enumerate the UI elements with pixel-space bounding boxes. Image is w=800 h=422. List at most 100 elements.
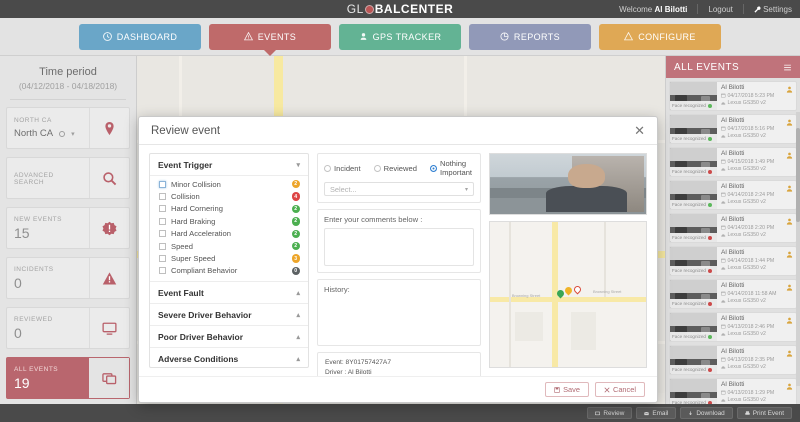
radio-button[interactable]	[429, 164, 437, 172]
logout-link[interactable]: Logout	[708, 4, 733, 14]
radio-option[interactable]: Reviewed	[373, 164, 417, 173]
warning-triangle-icon[interactable]	[89, 258, 129, 298]
accordion-header[interactable]: Severe Driver Behavior ▴	[150, 303, 308, 325]
sidebar-card-region[interactable]: NORTH CA North CA ▾	[6, 107, 130, 149]
trigger-checkbox[interactable]	[159, 180, 166, 188]
trigger-checkbox[interactable]	[159, 242, 166, 250]
event-list-item[interactable]: Face recognized Al Bilotti 04/13/2018 2:…	[669, 312, 797, 342]
bottom-button-download[interactable]: Download	[680, 407, 733, 419]
bottom-button-label: Email	[652, 409, 669, 417]
person-icon[interactable]	[786, 183, 793, 192]
radio-button[interactable]	[324, 164, 331, 172]
bottom-button-print-event[interactable]: Print Event	[736, 407, 792, 419]
event-list-item[interactable]: Face recognized Al Bilotti 04/14/2018 1:…	[669, 246, 797, 276]
map-marker-mid[interactable]	[563, 285, 574, 296]
accordion-header[interactable]: Adverse Conditions ▴	[150, 347, 308, 367]
scrollbar-thumb[interactable]	[796, 128, 800, 222]
trigger-checkbox[interactable]	[159, 217, 166, 225]
nav-tab-events[interactable]: EVENTS	[209, 23, 331, 56]
person-icon[interactable]	[786, 348, 793, 357]
trigger-row[interactable]: Collision 4	[150, 190, 308, 202]
map-marker-event[interactable]	[572, 284, 583, 295]
person-icon[interactable]	[786, 117, 793, 126]
trigger-count-badge: 2	[291, 204, 300, 214]
monitor-icon[interactable]	[89, 308, 129, 348]
cancel-button[interactable]: Cancel	[594, 382, 645, 397]
trigger-row[interactable]: Super Speed 3	[150, 252, 308, 264]
trigger-row[interactable]: Compliant Behavior 0	[150, 265, 308, 277]
radio-option[interactable]: Nothing Important	[429, 159, 473, 177]
event-video-thumbnail[interactable]	[489, 153, 647, 215]
trigger-row[interactable]: Minor Collision 2	[150, 178, 308, 190]
person-icon[interactable]	[786, 249, 793, 258]
sidebar-card-new-events[interactable]: NEW EVENTS 15	[6, 207, 130, 249]
trigger-checkbox[interactable]	[159, 193, 166, 201]
event-list-item[interactable]: Face recognized Al Bilotti 04/13/2018 2:…	[669, 345, 797, 375]
person-icon[interactable]	[786, 150, 793, 159]
nav-tab-reports[interactable]: REPORTS	[469, 23, 591, 50]
trigger-checkbox[interactable]	[159, 205, 166, 213]
gear-icon[interactable]	[58, 130, 66, 138]
bottom-button-review[interactable]: Review	[587, 407, 633, 419]
person-icon[interactable]	[786, 315, 793, 324]
classification-select[interactable]: Select... ▾	[324, 182, 474, 196]
event-map-thumbnail[interactable]: Browning Street Browning Street	[489, 221, 647, 368]
region-value: North CA	[14, 128, 54, 139]
event-vehicle: Lexus GS350 v2	[721, 364, 793, 370]
modal-right-column: Incident Reviewed Nothing Important Sele…	[317, 153, 481, 376]
trigger-row[interactable]: Hard Acceleration 2	[150, 228, 308, 240]
trigger-row[interactable]: Speed 2	[150, 240, 308, 252]
save-icon	[554, 386, 560, 393]
save-button[interactable]: Save	[545, 382, 589, 397]
radio-option[interactable]: Incident	[324, 164, 361, 173]
person-icon[interactable]	[786, 381, 793, 390]
accordion-header[interactable]: Poor Driver Behavior ▴	[150, 325, 308, 347]
time-period-range[interactable]: (04/12/2018 - 04/18/2018)	[18, 81, 118, 91]
events-list[interactable]: Face recognized Al Bilotti 04/17/2018 5:…	[666, 78, 800, 404]
close-icon[interactable]: ✕	[634, 123, 645, 138]
page-scrollbar[interactable]	[796, 112, 800, 386]
accordion-header[interactable]: Event Fault ▴	[150, 281, 308, 303]
search-icon[interactable]	[89, 158, 129, 198]
trigger-label: Super Speed	[171, 254, 216, 264]
trigger-row[interactable]: Hard Cornering 2	[150, 203, 308, 215]
nav-tab-configure[interactable]: CONFIGURE	[599, 23, 721, 50]
chevron-up-icon: ▴	[296, 333, 300, 341]
event-list-item[interactable]: Face recognized Al Bilotti 04/15/2018 1:…	[669, 147, 797, 177]
trigger-checkbox[interactable]	[159, 267, 166, 275]
nav-tab-gps-tracker[interactable]: GPS TRACKER	[339, 23, 461, 50]
nav-tab-dashboard[interactable]: DASHBOARD	[79, 23, 201, 50]
event-list-item[interactable]: Face recognized Al Bilotti 04/14/2018 11…	[669, 279, 797, 309]
person-icon[interactable]	[786, 84, 793, 93]
accordion-header-event-trigger[interactable]: Event Trigger ▾	[150, 154, 308, 176]
trigger-checkbox[interactable]	[159, 255, 166, 263]
trigger-checkbox[interactable]	[159, 230, 166, 238]
event-list-item[interactable]: Face recognized Al Bilotti 04/13/2018 1:…	[669, 378, 797, 404]
person-icon[interactable]	[786, 282, 793, 291]
calendar-icon	[721, 225, 726, 230]
map-pin-icon[interactable]	[89, 108, 129, 148]
event-list-item[interactable]: Face recognized Al Bilotti 04/17/2018 5:…	[669, 81, 797, 111]
event-list-item[interactable]: Face recognized Al Bilotti 04/17/2018 5:…	[669, 114, 797, 144]
settings-link[interactable]: Settings	[754, 5, 792, 14]
bottom-button-email[interactable]: Email	[636, 407, 677, 419]
sidebar-card-reviewed[interactable]: REVIEWED 0	[6, 307, 130, 349]
trigger-row[interactable]: Hard Braking 2	[150, 215, 308, 227]
sidebar-card-advanced-search[interactable]: ADVANCED SEARCH	[6, 157, 130, 199]
event-datetime: 04/17/2018 5:23 PM	[721, 93, 793, 99]
comments-textarea[interactable]	[324, 228, 474, 266]
radio-label: Nothing Important	[439, 159, 473, 177]
list-icon[interactable]	[783, 63, 792, 72]
classification-radio-group[interactable]: Incident Reviewed Nothing Important	[324, 159, 474, 177]
person-icon[interactable]	[786, 216, 793, 225]
event-list-item[interactable]: Face recognized Al Bilotti 04/14/2018 2:…	[669, 180, 797, 210]
car-icon	[721, 333, 726, 336]
radio-button[interactable]	[373, 164, 381, 172]
event-datetime: 04/13/2018 1:29 PM	[721, 390, 793, 396]
event-list-item[interactable]: Face recognized Al Bilotti 04/14/2018 2:…	[669, 213, 797, 243]
chevron-down-icon[interactable]: ▾	[71, 130, 75, 138]
alert-badge-icon[interactable]	[89, 208, 129, 248]
sidebar-card-incidents[interactable]: INCIDENTS 0	[6, 257, 130, 299]
folders-icon[interactable]	[89, 358, 129, 398]
sidebar-card-all-events[interactable]: ALL EVENTS 19	[6, 357, 130, 399]
